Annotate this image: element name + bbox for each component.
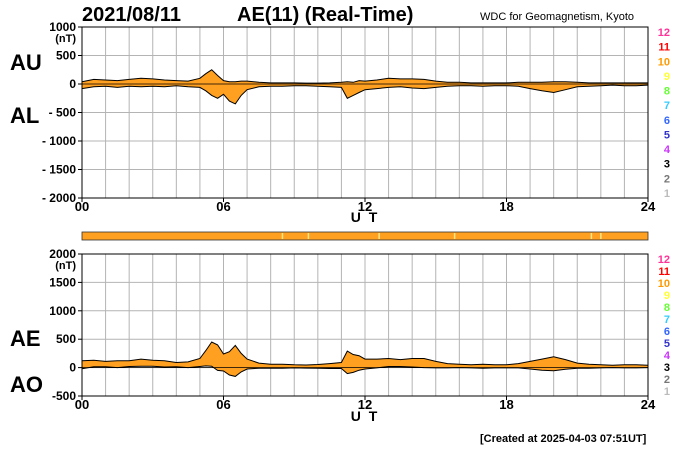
x-tick-label: 24 bbox=[641, 199, 656, 214]
series-line-ae bbox=[81, 341, 649, 366]
date-title: 2021/08/11 bbox=[82, 4, 181, 26]
y-tick-label: - 2000 bbox=[42, 191, 76, 205]
legend-level-6: 6 bbox=[664, 115, 670, 127]
legend-level-2: 2 bbox=[664, 173, 670, 185]
panel-label-ae: AE bbox=[10, 326, 41, 351]
y-tick-label: 1000 bbox=[49, 304, 76, 318]
legend-level-7: 7 bbox=[664, 314, 670, 326]
y-tick-label: - 1000 bbox=[42, 134, 76, 148]
x-tick-label: 00 bbox=[75, 397, 89, 412]
legend-level-8: 8 bbox=[664, 86, 670, 98]
x-axis-label: U T bbox=[351, 209, 380, 225]
legend-level-8: 8 bbox=[664, 302, 670, 314]
legend-level-9: 9 bbox=[664, 71, 670, 83]
x-tick-label: 12 bbox=[358, 199, 372, 214]
unit-label: (nT) bbox=[55, 33, 76, 45]
panel-label-al: AL bbox=[10, 103, 40, 128]
y-tick-label: - 1500 bbox=[42, 163, 76, 177]
series-line-au bbox=[81, 69, 648, 84]
x-axis-label: U T bbox=[351, 408, 380, 424]
legend-level-9: 9 bbox=[664, 290, 670, 302]
panel-label-au: AU bbox=[10, 50, 42, 75]
panel-label-ao: AO bbox=[10, 372, 43, 397]
y-tick-label: 1000 bbox=[49, 20, 76, 34]
created-timestamp: [Created at 2025-04-03 07:51UT] bbox=[480, 433, 647, 445]
legend-level-1: 1 bbox=[664, 386, 670, 398]
y-tick-label: 500 bbox=[56, 332, 76, 346]
legend-level-10: 10 bbox=[658, 278, 670, 290]
x-tick-label: 18 bbox=[499, 199, 513, 214]
legend-level-11: 11 bbox=[658, 42, 670, 54]
legend-level-10: 10 bbox=[658, 56, 670, 68]
x-tick-label: 24 bbox=[641, 397, 656, 412]
legend-level-7: 7 bbox=[664, 100, 670, 112]
unit-label: (nT) bbox=[55, 260, 76, 272]
y-tick-label: 0 bbox=[69, 361, 76, 375]
x-tick-label: 06 bbox=[216, 397, 230, 412]
y-tick-label: -500 bbox=[52, 389, 76, 403]
y-tick-label: 500 bbox=[56, 49, 76, 63]
status-strip bbox=[81, 231, 649, 241]
source-label: WDC for Geomagnetism, Kyoto bbox=[480, 11, 635, 23]
legend-level-12: 12 bbox=[658, 254, 670, 266]
series-line-al bbox=[81, 84, 649, 105]
y-tick-label: 0 bbox=[69, 77, 76, 91]
legend-level-12: 12 bbox=[658, 27, 670, 39]
legend-level-6: 6 bbox=[664, 326, 670, 338]
x-tick-label: 00 bbox=[75, 199, 89, 214]
series-fill-area bbox=[82, 69, 648, 104]
y-tick-label: 2000 bbox=[49, 247, 76, 261]
x-tick-label: 18 bbox=[499, 397, 513, 412]
y-tick-label: - 500 bbox=[49, 106, 77, 120]
legend-level-3: 3 bbox=[664, 362, 670, 374]
y-tick-label: 1500 bbox=[49, 275, 76, 289]
legend-level-5: 5 bbox=[664, 338, 670, 350]
legend-level-4: 4 bbox=[664, 144, 671, 156]
legend-level-5: 5 bbox=[664, 129, 670, 141]
legend-level-4: 4 bbox=[664, 350, 671, 362]
legend-level-2: 2 bbox=[664, 374, 670, 386]
legend-level-1: 1 bbox=[664, 188, 670, 200]
legend-level-11: 11 bbox=[658, 266, 670, 278]
legend-level-3: 3 bbox=[664, 159, 670, 171]
x-tick-label: 06 bbox=[216, 199, 230, 214]
chart-title: AE(11) (Real-Time) bbox=[237, 4, 414, 26]
x-tick-label: 12 bbox=[358, 397, 372, 412]
